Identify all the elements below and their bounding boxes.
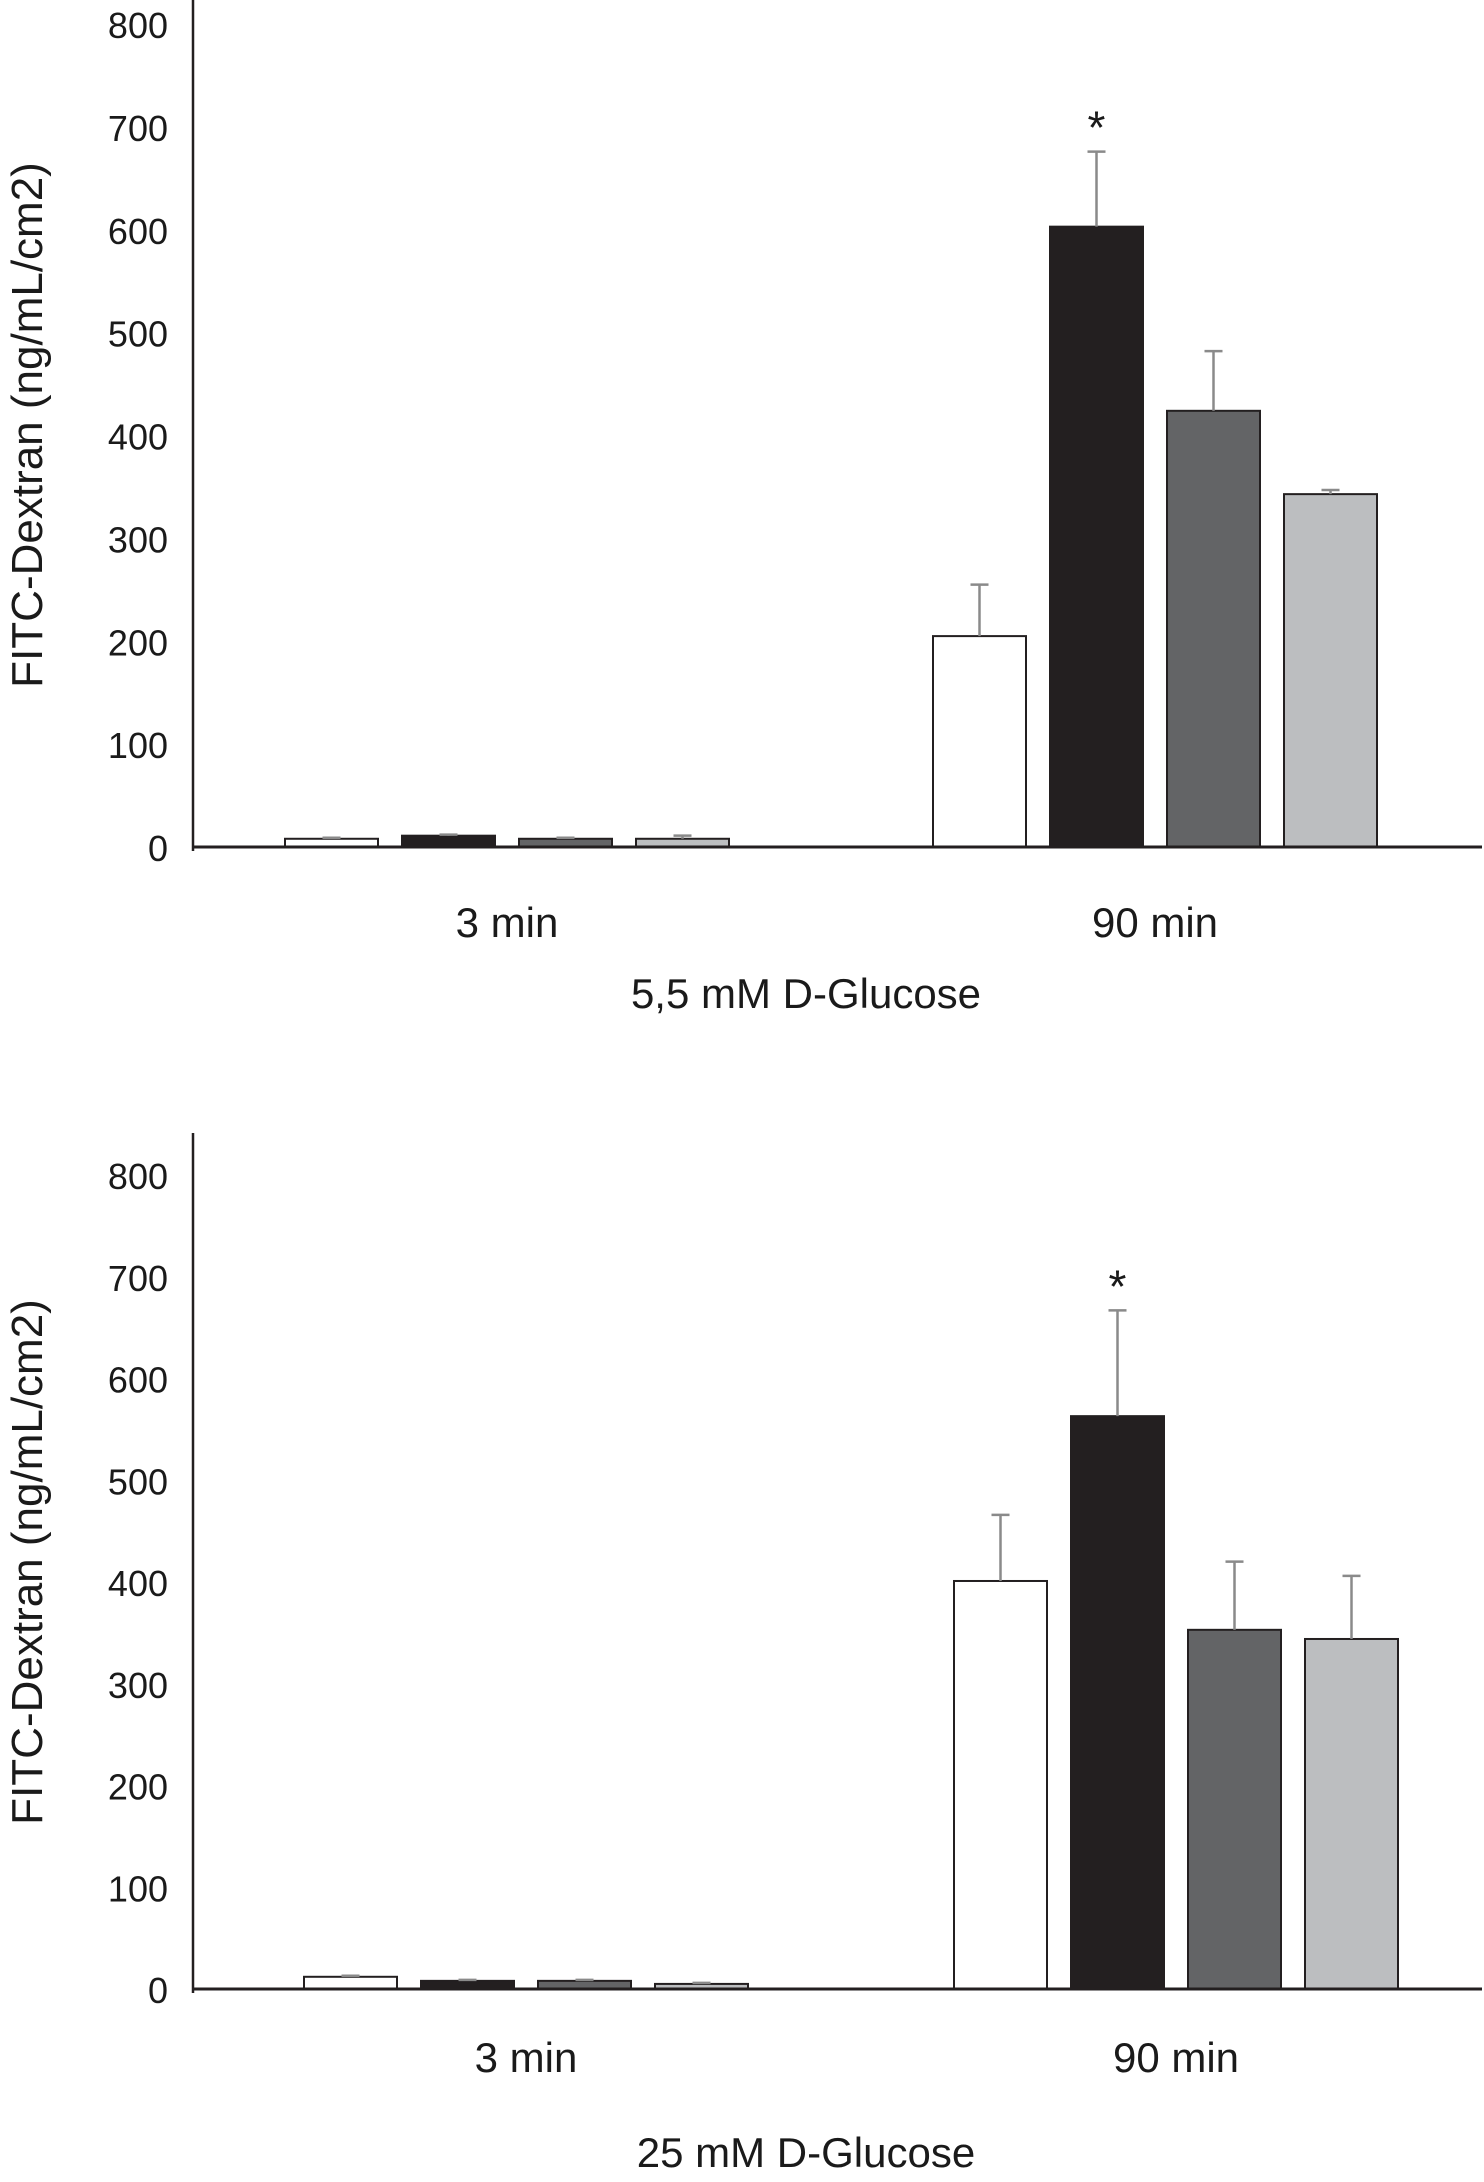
y-tick-label: 500 [108, 314, 168, 355]
y-tick-label: 200 [108, 1767, 168, 1808]
bar [932, 635, 1027, 849]
y-tick-label: 100 [108, 725, 168, 766]
y-tick-label: 600 [108, 1360, 168, 1401]
y-tick-label: 300 [108, 1665, 168, 1706]
x-axis-label: 5,5 mM D-Glucose [631, 970, 981, 1017]
y-tick-label: 600 [108, 211, 168, 252]
bar [1070, 1415, 1165, 1990]
y-tick-label: 700 [108, 108, 168, 149]
x-tick-label: 3 min [456, 899, 559, 946]
bar [953, 1579, 1048, 1991]
y-tick-label: 400 [108, 1563, 168, 1604]
y-tick-label: 100 [108, 1868, 168, 1909]
chart-25mm-glucose: FITC-Dextran (ng/mL/cm2) 25 mM D-Glucose… [3, 1133, 1482, 2176]
y-tick-label: 700 [108, 1258, 168, 1299]
significance-marker: * [1109, 1260, 1127, 1312]
y-tick-label: 300 [108, 519, 168, 560]
bar [303, 1975, 398, 1991]
x-tick-label: 90 min [1113, 2034, 1239, 2081]
bar [1166, 409, 1261, 848]
chart-5-5mm-glucose: FITC-Dextran (ng/mL/cm2) 5,5 mM D-Glucos… [3, 0, 1482, 1017]
bar [401, 834, 496, 849]
y-axis-label: FITC-Dextran (ng/mL/cm2) [3, 162, 52, 688]
bar [1187, 1628, 1282, 1990]
bar [1049, 225, 1144, 848]
y-tick-label: 800 [108, 5, 168, 46]
bar [1304, 1637, 1399, 1990]
x-tick-label: 90 min [1092, 899, 1218, 946]
significance-marker: * [1088, 102, 1106, 154]
bar [1283, 493, 1378, 848]
y-tick-label: 400 [108, 417, 168, 458]
x-axis-label: 25 mM D-Glucose [637, 2129, 975, 2176]
y-axis-label: FITC-Dextran (ng/mL/cm2) [3, 1299, 52, 1825]
y-tick-label: 0 [148, 828, 168, 869]
x-tick-label: 3 min [475, 2034, 578, 2081]
y-tick-label: 200 [108, 622, 168, 663]
y-tick-label: 800 [108, 1156, 168, 1197]
y-tick-label: 500 [108, 1461, 168, 1502]
y-tick-label: 0 [148, 1970, 168, 2011]
